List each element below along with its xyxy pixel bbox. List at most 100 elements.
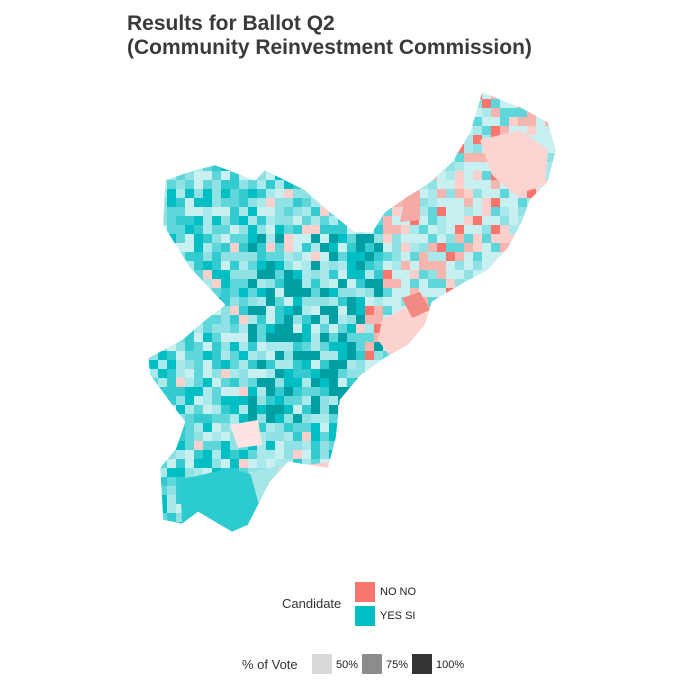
precinct [221, 225, 232, 236]
precinct [392, 441, 404, 453]
precinct [536, 252, 549, 262]
precinct [410, 92, 423, 102]
precinct [410, 522, 422, 532]
precinct [149, 315, 160, 326]
precinct [275, 342, 287, 352]
precinct [437, 261, 447, 273]
precinct [203, 522, 214, 532]
precinct [545, 270, 555, 280]
precinct [148, 99, 152, 111]
precinct [383, 504, 393, 514]
precinct [446, 297, 458, 308]
precinct [464, 92, 476, 103]
precinct [446, 414, 456, 427]
precinct [365, 207, 377, 217]
precinct [365, 405, 376, 415]
precinct [455, 243, 468, 253]
precinct [464, 405, 476, 418]
precinct [464, 369, 475, 380]
precinct [248, 92, 258, 101]
precinct [158, 252, 171, 265]
precinct [356, 207, 367, 218]
precinct [149, 135, 161, 147]
precinct [293, 333, 306, 344]
precinct [545, 153, 555, 163]
precinct [176, 396, 189, 408]
precinct [284, 117, 295, 130]
precinct [338, 513, 348, 523]
precinct [338, 351, 350, 361]
precinct [419, 405, 432, 415]
precinct [455, 252, 466, 263]
precinct [383, 432, 394, 445]
precinct [203, 243, 213, 254]
precinct [473, 522, 484, 532]
precinct [536, 198, 549, 209]
precinct [473, 144, 486, 155]
precinct [347, 135, 359, 145]
precinct [473, 225, 486, 236]
precinct [239, 117, 249, 129]
precinct [545, 486, 556, 499]
precinct [500, 486, 511, 498]
precinct [185, 297, 197, 310]
precinct [266, 405, 277, 418]
precinct [464, 477, 475, 488]
precinct [518, 126, 530, 138]
precinct [275, 441, 285, 453]
precinct [302, 522, 313, 532]
precinct [338, 92, 348, 102]
precinct [428, 135, 438, 145]
precinct [365, 216, 377, 226]
precinct [176, 225, 189, 235]
precinct [374, 99, 387, 112]
precinct [266, 369, 276, 380]
precinct [554, 369, 556, 382]
precinct [239, 234, 249, 244]
precinct [482, 432, 493, 444]
precinct [158, 162, 170, 174]
precinct [149, 243, 162, 253]
precinct [437, 387, 448, 397]
precinct [320, 369, 331, 382]
precinct [518, 450, 531, 461]
precinct [148, 513, 151, 524]
precinct [293, 252, 306, 262]
precinct [401, 99, 413, 110]
precinct [176, 261, 188, 272]
precinct [554, 441, 556, 452]
precinct [482, 477, 494, 488]
precinct [509, 522, 519, 532]
precinct [230, 234, 240, 245]
precinct [194, 369, 207, 380]
precinct [392, 486, 405, 497]
precinct [167, 432, 177, 444]
precinct [167, 396, 179, 408]
precinct [311, 216, 322, 226]
precinct [446, 189, 456, 199]
precinct [320, 405, 330, 417]
precinct [500, 198, 512, 210]
precinct [311, 270, 321, 281]
precinct [311, 486, 323, 499]
precinct [545, 378, 556, 390]
precinct [149, 216, 160, 226]
precinct [338, 450, 350, 462]
precinct [167, 369, 178, 381]
precinct [554, 225, 556, 238]
precinct [347, 243, 360, 255]
precinct [266, 396, 278, 407]
precinct [248, 117, 258, 128]
precinct [356, 504, 369, 517]
precinct [455, 441, 465, 453]
precinct [464, 468, 475, 480]
precinct [428, 324, 438, 335]
precinct [293, 378, 304, 391]
precinct [275, 153, 285, 164]
precinct [148, 468, 152, 478]
legend-vote-label-75: 75% [386, 659, 409, 671]
precinct [437, 423, 447, 436]
precinct [500, 441, 513, 451]
precinct [545, 522, 556, 532]
precinct [365, 423, 378, 433]
